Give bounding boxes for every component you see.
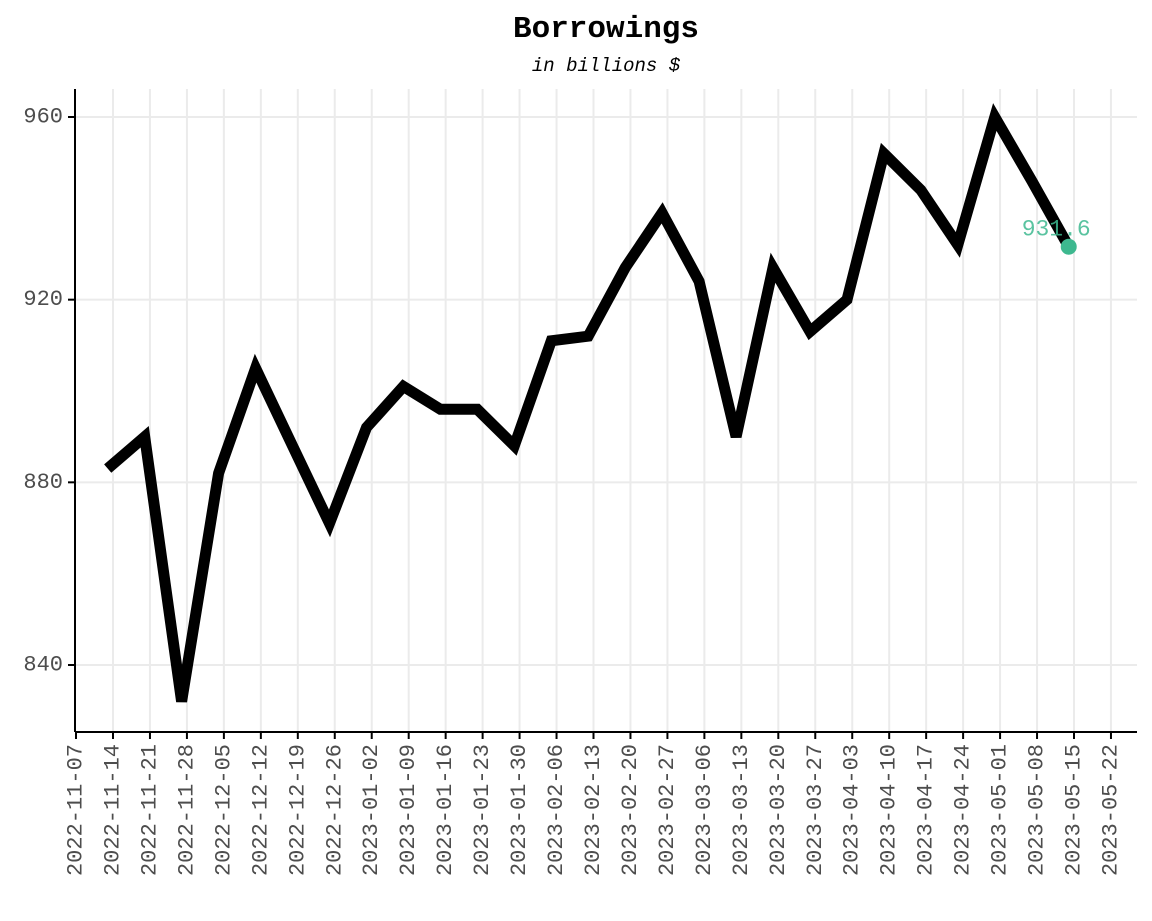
x-tick-label: 2023-04-10 xyxy=(877,744,902,876)
x-tick-label: 2023-03-13 xyxy=(729,744,754,876)
x-tick-label: 2022-11-28 xyxy=(174,744,199,876)
borrowings-series-line xyxy=(104,103,1074,703)
x-tick-label: 2023-01-02 xyxy=(359,744,384,876)
x-tick-label: 2023-01-09 xyxy=(396,744,421,876)
last-value-label: 931.6 xyxy=(1022,217,1091,243)
x-tick-label: 2023-04-03 xyxy=(840,744,865,876)
x-tick-label: 2023-05-01 xyxy=(988,744,1013,876)
x-tick-label: 2023-01-16 xyxy=(433,744,458,876)
x-tick-label: 2023-03-06 xyxy=(692,744,717,876)
x-gridlines xyxy=(112,89,1112,732)
x-tick-label: 2022-11-21 xyxy=(137,744,162,876)
chart-subtitle: in billions $ xyxy=(532,55,681,77)
x-tick-label: 2022-12-12 xyxy=(248,744,273,876)
x-tick-label: 2022-12-19 xyxy=(285,744,310,876)
series-layer: 931.6 xyxy=(104,103,1091,703)
x-tick-label: 2023-03-20 xyxy=(766,744,791,876)
last-point-marker xyxy=(1060,238,1077,255)
x-tick-label: 2023-04-24 xyxy=(951,744,976,876)
y-gridlines xyxy=(75,116,1137,666)
x-tick-label: 2023-02-06 xyxy=(544,744,569,876)
x-tick-label: 2023-05-15 xyxy=(1062,744,1087,876)
x-tick-label: 2023-01-23 xyxy=(470,744,495,876)
y-tick-label: 840 xyxy=(23,653,63,678)
chart-title: Borrowings xyxy=(513,12,699,47)
x-tick-label: 2023-04-17 xyxy=(914,744,939,876)
y-tick-label: 880 xyxy=(23,470,63,495)
x-tick-label: 2022-11-14 xyxy=(101,744,126,876)
x-tick-label: 2023-02-20 xyxy=(618,744,643,876)
x-axis-ticks: 2022-11-07 2022-11-14 2022-11-21 2022-11-28… xyxy=(64,732,1123,876)
x-tick-label: 2023-05-22 xyxy=(1098,744,1123,876)
x-tick-label: 2023-01-30 xyxy=(507,744,532,876)
y-axis-ticks: 840 880 920 960 xyxy=(23,105,75,678)
y-tick-label: 960 xyxy=(23,105,63,130)
x-tick-label: 2023-05-08 xyxy=(1025,744,1050,876)
x-tick-label: 2022-12-26 xyxy=(322,744,347,876)
x-tick-label: 2023-02-13 xyxy=(581,744,606,876)
x-tick-label: 2022-11-07 xyxy=(64,744,89,876)
x-tick-label: 2022-12-05 xyxy=(211,744,236,876)
x-tick-label: 2023-02-27 xyxy=(655,744,680,876)
y-tick-label: 920 xyxy=(23,287,63,312)
x-tick-label: 2023-03-27 xyxy=(803,744,828,876)
